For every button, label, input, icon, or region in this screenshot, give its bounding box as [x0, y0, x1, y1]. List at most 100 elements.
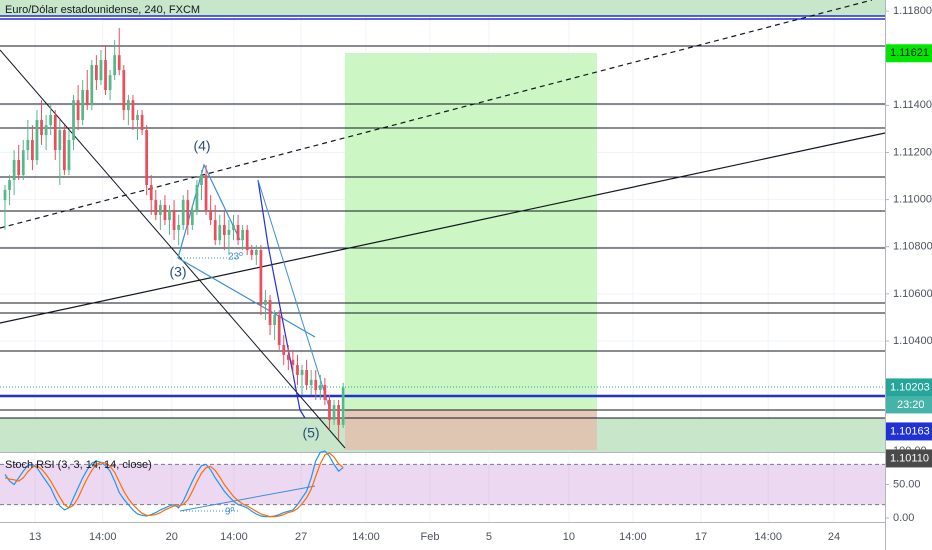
stoch-line — [4, 452, 344, 518]
price-label: 1.10110 — [890, 452, 929, 464]
y-tick-label: 1.10800 — [893, 241, 932, 253]
x-tick-label: 24 — [828, 531, 840, 543]
y-tick-label: 1.10400 — [893, 335, 932, 347]
candle-body — [200, 175, 203, 185]
candle-body — [90, 65, 94, 106]
marks-layer: 13 14:00 20 14:00 27 14:00 Feb 5 10 14:00 17 14:00 2… — [3, 5, 932, 543]
candle-body — [268, 299, 272, 325]
candle-body — [222, 225, 226, 235]
candle-body — [21, 150, 25, 176]
candle-body — [127, 100, 130, 111]
wave-line — [257, 179, 331, 411]
candle-body — [149, 184, 153, 201]
candle-body — [99, 60, 103, 81]
x-tick-label: 14:00 — [220, 531, 248, 543]
countdown: 23:20 — [897, 399, 925, 411]
chart-title: Euro/Dólar estadounidense, 240, FXCM — [5, 4, 200, 16]
candle-body — [17, 160, 21, 176]
x-tick-label: 17 — [695, 531, 707, 543]
price-label-bg — [886, 378, 932, 397]
candle-body — [245, 230, 249, 251]
candle-body — [67, 139, 71, 171]
y-tick-label: 50.00 — [893, 478, 921, 490]
candle-body — [190, 209, 194, 226]
y-tick-label: 1.11200 — [893, 146, 932, 158]
candle-body — [177, 225, 181, 231]
candle-body — [35, 119, 39, 161]
price-label: 1.10203 — [890, 381, 930, 393]
candle-body — [181, 200, 185, 226]
x-tick-label: 10 — [563, 531, 575, 543]
candle-body — [259, 250, 263, 305]
wave-label: (5) — [302, 425, 319, 441]
x-tick-label: 5 — [486, 531, 492, 543]
wave-line — [177, 163, 241, 259]
candle-body — [145, 130, 149, 185]
x-tick-label: Feb — [421, 531, 440, 543]
candle-body — [131, 100, 135, 120]
candle-body — [95, 65, 98, 81]
x-tick-label: 20 — [166, 531, 178, 543]
y-tick-label: 1.11000 — [893, 194, 932, 206]
candle-body — [209, 209, 213, 221]
x-tick-label: 14:00 — [619, 531, 647, 543]
price-label-bg — [886, 44, 932, 63]
candle-body — [104, 60, 107, 91]
stop-zone — [345, 410, 597, 450]
candle-body — [241, 230, 244, 241]
candle-body — [108, 75, 112, 91]
candle-body — [186, 200, 190, 226]
candle-body — [218, 225, 222, 241]
candle-body — [286, 354, 290, 360]
x-tick-label: 14:00 — [754, 531, 782, 543]
candle-body — [44, 125, 48, 136]
candle-body — [291, 359, 295, 366]
candle-body — [81, 90, 85, 120]
candle-body — [314, 379, 318, 391]
candle-body — [236, 225, 240, 241]
zone — [0, 0, 885, 16]
candle-body — [163, 205, 167, 221]
price-label: 1.11621 — [890, 47, 929, 59]
stoch-band — [0, 464, 885, 505]
candle-body — [26, 139, 30, 151]
candle-body — [49, 115, 53, 126]
candle-body — [140, 115, 144, 131]
candle-body — [318, 385, 322, 391]
x-tick-label: 13 — [29, 531, 41, 543]
candle-body — [264, 299, 267, 305]
price-label-bg — [886, 422, 932, 441]
candle-body — [72, 100, 75, 140]
wave-line — [257, 179, 306, 419]
candle-body — [254, 250, 258, 255]
x-tick-label: 27 — [295, 531, 307, 543]
candle-body — [172, 209, 176, 231]
x-tick-label: 14:00 — [352, 531, 380, 543]
candle-body — [273, 315, 276, 325]
target-zone — [345, 53, 597, 410]
wave-label: (4) — [193, 138, 210, 154]
level-lines — [0, 45, 885, 419]
candle-body — [328, 399, 331, 420]
candle-body — [53, 115, 57, 151]
candle-body — [195, 184, 199, 210]
trend-line — [0, 132, 886, 324]
candle-body — [58, 130, 62, 151]
candle-body — [40, 119, 43, 136]
price-label-bg — [886, 449, 932, 468]
candle-body — [277, 315, 281, 346]
y-tick-label: 1.10600 — [893, 288, 932, 300]
candle-body — [136, 115, 139, 120]
candle-body — [282, 345, 286, 355]
candle-body — [168, 209, 171, 221]
candle-body — [122, 69, 126, 111]
candle-body — [63, 130, 66, 171]
wave-label: (3) — [169, 264, 186, 280]
candle-body — [250, 250, 254, 255]
candle-body — [341, 387, 345, 425]
candle-body — [296, 365, 299, 375]
candle-body — [117, 55, 121, 70]
angle-label: 9º — [225, 507, 235, 518]
